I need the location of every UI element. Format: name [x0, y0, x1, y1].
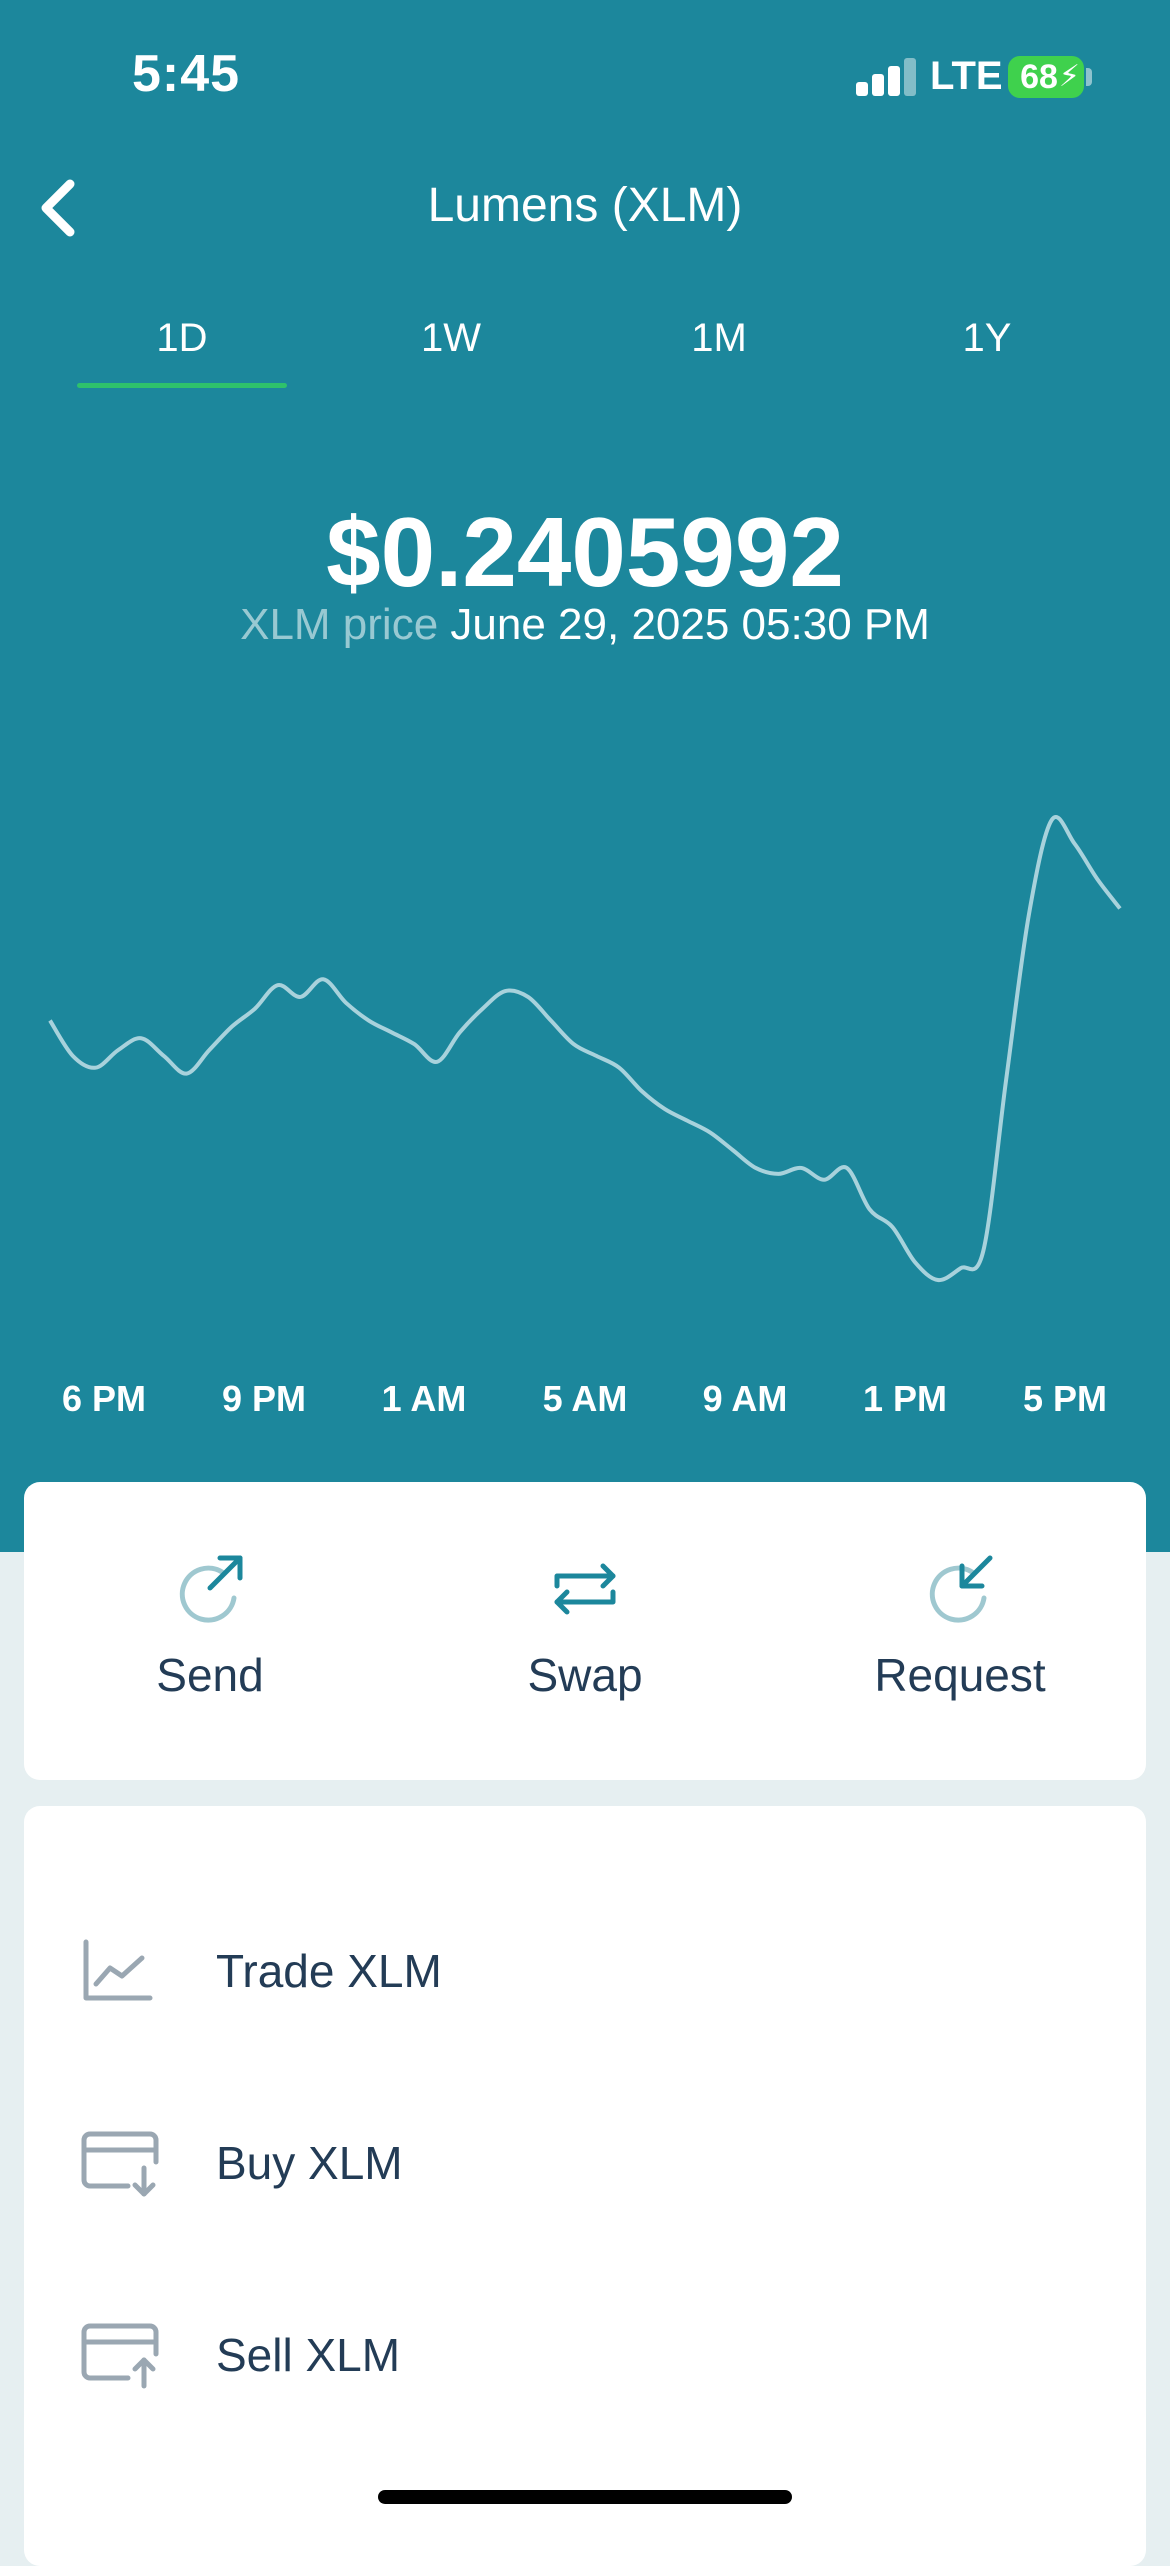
list-item-label: Buy XLM [216, 2137, 403, 2189]
request-label: Request [874, 1649, 1046, 1701]
signal-icon [856, 58, 918, 96]
x-tick-label: 9 PM [221, 1378, 307, 1419]
charging-bolt-icon: ⚡ [1058, 60, 1080, 93]
price-value: $0.2405992 [326, 497, 844, 607]
page-title: Lumens (XLM) [427, 179, 743, 232]
swap-label: Swap [527, 1649, 643, 1701]
list-item-label: Sell XLM [216, 2329, 401, 2381]
swap-arrows-icon [554, 1563, 616, 1615]
tab-1m[interactable]: 1M [691, 316, 747, 360]
list-item-trade[interactable]: Trade XLM [24, 1896, 1146, 2046]
trade-chart-icon [83, 1939, 153, 2001]
request-arrow-icon [929, 1555, 993, 1623]
price-line [48, 815, 1122, 1283]
tab-1y[interactable]: 1Y [962, 316, 1012, 360]
x-tick-label: 5 AM [542, 1378, 628, 1419]
x-tick-label: 1 AM [381, 1378, 467, 1419]
sell-card-icon [81, 2323, 159, 2389]
send-label: Send [156, 1649, 264, 1701]
battery-tip [1086, 68, 1092, 86]
send-arrow-icon [179, 1555, 243, 1623]
list-item-sell[interactable]: Sell XLM [24, 2280, 1146, 2430]
header-background [0, 0, 1170, 1552]
swap-button[interactable]: Swap [435, 1548, 735, 1748]
options-list: Trade XLM Buy XLM Sell XLM [24, 1806, 1146, 2566]
network-label: LTE [930, 54, 1003, 98]
price-timestamp: June 29, 2025 05:30 PM [450, 600, 930, 649]
battery-icon: 68 ⚡ [1008, 56, 1084, 98]
price-label: XLM price [240, 600, 439, 649]
chevron-left-icon [41, 179, 75, 237]
actions-card: Send Swap Request [24, 1482, 1146, 1780]
back-button[interactable] [18, 168, 98, 248]
status-time: 5:45 [132, 45, 241, 103]
x-tick-label: 9 AM [702, 1378, 788, 1419]
tab-1d[interactable]: 1D [77, 316, 287, 388]
price-chart[interactable] [0, 790, 1170, 1310]
list-item-label: Trade XLM [216, 1945, 442, 1997]
tab-1w[interactable]: 1W [421, 316, 481, 360]
x-tick-label: 6 PM [61, 1378, 147, 1419]
price-subline: XLM price June 29, 2025 05:30 PM [0, 600, 1170, 650]
list-item-buy[interactable]: Buy XLM [24, 2088, 1146, 2238]
battery-level: 68 [1020, 58, 1058, 96]
request-button[interactable]: Request [810, 1548, 1110, 1748]
buy-card-icon [81, 2131, 159, 2197]
send-button[interactable]: Send [60, 1548, 360, 1748]
home-indicator [378, 2490, 792, 2504]
x-tick-label: 1 PM [862, 1378, 948, 1419]
x-tick-label: 5 PM [1022, 1378, 1108, 1419]
